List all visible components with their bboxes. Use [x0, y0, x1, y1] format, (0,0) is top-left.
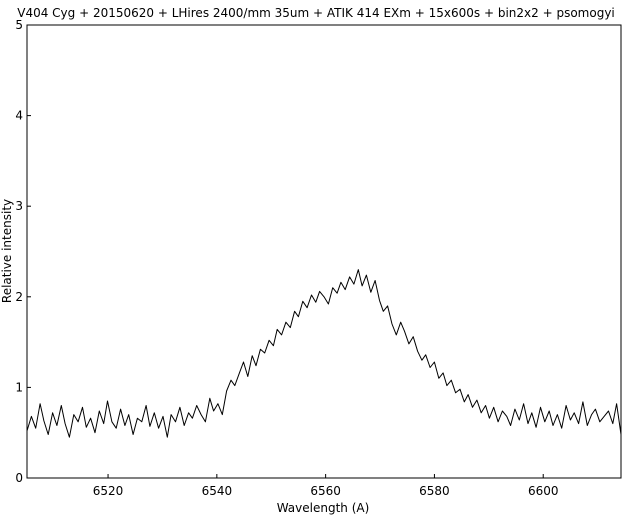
y-tick-label: 1 — [15, 380, 23, 394]
x-tick-label: 6560 — [310, 484, 341, 498]
x-tick-label: 6580 — [419, 484, 450, 498]
x-axis: 6520 6540 6560 6580 6600 — [93, 474, 559, 498]
plot-frame — [26, 24, 622, 479]
y-tick-label: 5 — [15, 18, 23, 32]
chart-title: V404 Cyg + 20150620 + LHires 2400/mm 35u… — [17, 6, 615, 20]
y-axis: 0 1 2 3 4 5 — [15, 18, 31, 485]
x-tick-label: 6600 — [528, 484, 559, 498]
spectrum-line — [26, 269, 622, 438]
x-tick-label: 6520 — [93, 484, 124, 498]
y-tick-label: 2 — [15, 290, 23, 304]
x-axis-label: Wavelength (A) — [277, 501, 370, 515]
y-axis-label: Relative intensity — [0, 199, 14, 303]
y-tick-label: 3 — [15, 199, 23, 213]
x-tick-label: 6540 — [202, 484, 233, 498]
y-tick-label: 4 — [15, 109, 23, 123]
y-tick-label: 0 — [15, 471, 23, 485]
